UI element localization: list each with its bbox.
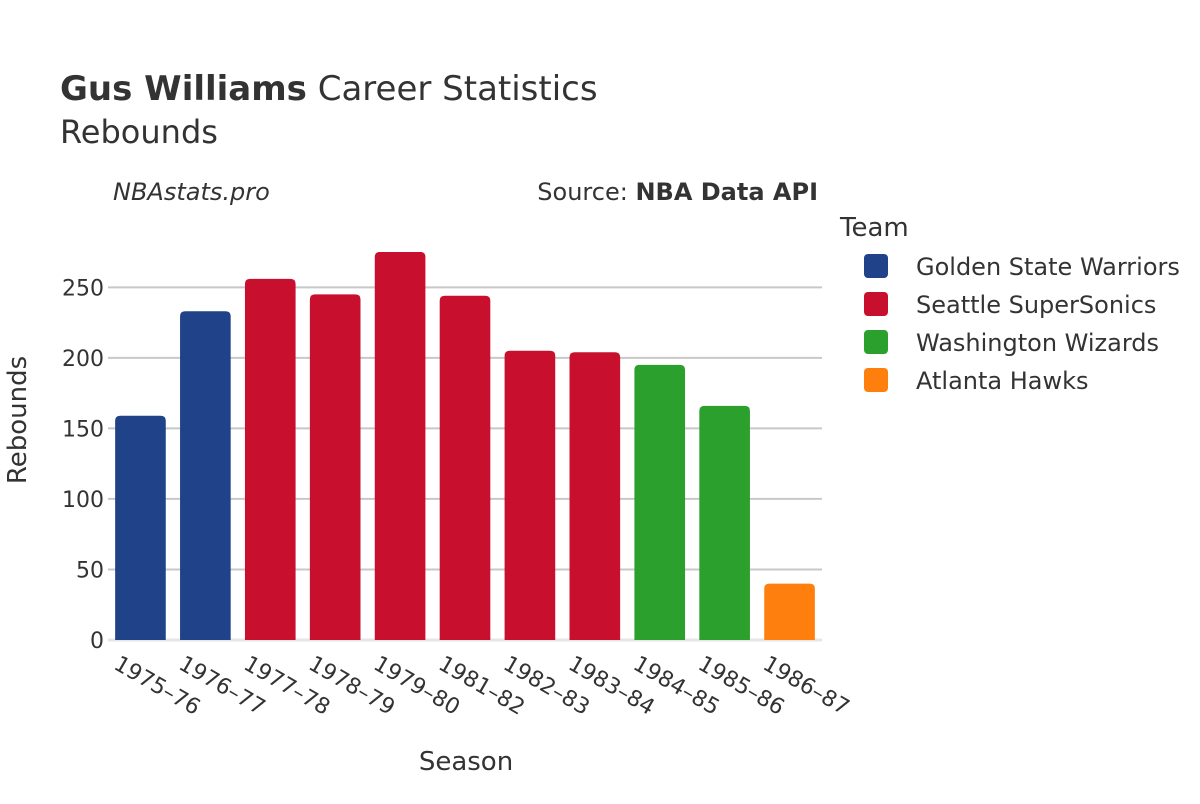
x-tick-labels: 1975–761976–771977–781978–791979–801981–… bbox=[109, 652, 853, 721]
legend: Team Golden State Warriors Seattle SuperS… bbox=[839, 213, 1180, 395]
source-prefix: Source: bbox=[537, 178, 635, 206]
bar-1975–76[interactable] bbox=[115, 415, 166, 640]
legend-items: Golden State Warriors Seattle SuperSonics… bbox=[864, 253, 1180, 395]
source-credit: Source: NBA Data API bbox=[537, 178, 818, 206]
watermark: NBAstats.pro bbox=[113, 178, 270, 206]
legend-item-label[interactable]: Atlanta Hawks bbox=[916, 367, 1089, 395]
chart-subtitle: Rebounds bbox=[60, 113, 218, 151]
y-tick-label: 0 bbox=[90, 629, 104, 654]
bar-1981–82[interactable] bbox=[439, 295, 491, 640]
y-tick-label: 100 bbox=[62, 488, 104, 513]
bar-1977–78[interactable] bbox=[244, 278, 296, 640]
bar-1986–87[interactable] bbox=[764, 583, 815, 640]
legend-swatch[interactable] bbox=[864, 292, 888, 316]
bar-1984–85[interactable] bbox=[634, 364, 686, 640]
legend-item-label[interactable]: Seattle SuperSonics bbox=[916, 291, 1156, 319]
y-tick-label: 50 bbox=[76, 558, 104, 583]
y-tick-labels: 0 50 100 150 200 250 bbox=[62, 276, 104, 654]
x-axis-title: Season bbox=[419, 747, 513, 777]
y-tick-label: 250 bbox=[62, 276, 104, 301]
legend-item-label[interactable]: Washington Wizards bbox=[916, 329, 1159, 357]
source-name: NBA Data API bbox=[635, 178, 818, 206]
legend-item-label[interactable]: Golden State Warriors bbox=[916, 253, 1180, 281]
bar-1983–84[interactable] bbox=[569, 352, 621, 640]
chart-title: Gus Williams Career Statistics bbox=[60, 69, 598, 109]
bar-layer bbox=[115, 252, 815, 640]
bar-1978–79[interactable] bbox=[309, 294, 361, 640]
bar-1979–80[interactable] bbox=[374, 252, 426, 640]
y-axis-title: Rebounds bbox=[3, 356, 33, 484]
bar-1985–86[interactable] bbox=[699, 405, 750, 640]
y-tick-label: 150 bbox=[62, 417, 104, 442]
legend-swatch[interactable] bbox=[864, 368, 888, 392]
bar-1976–77[interactable] bbox=[180, 311, 231, 640]
legend-title: Team bbox=[839, 213, 909, 243]
bar-1982–83[interactable] bbox=[504, 350, 556, 640]
legend-swatch[interactable] bbox=[864, 254, 888, 278]
title-rest: Career Statistics bbox=[307, 69, 598, 109]
legend-swatch[interactable] bbox=[864, 330, 888, 354]
y-tick-label: 200 bbox=[62, 347, 104, 372]
player-name: Gus Williams bbox=[60, 69, 307, 109]
